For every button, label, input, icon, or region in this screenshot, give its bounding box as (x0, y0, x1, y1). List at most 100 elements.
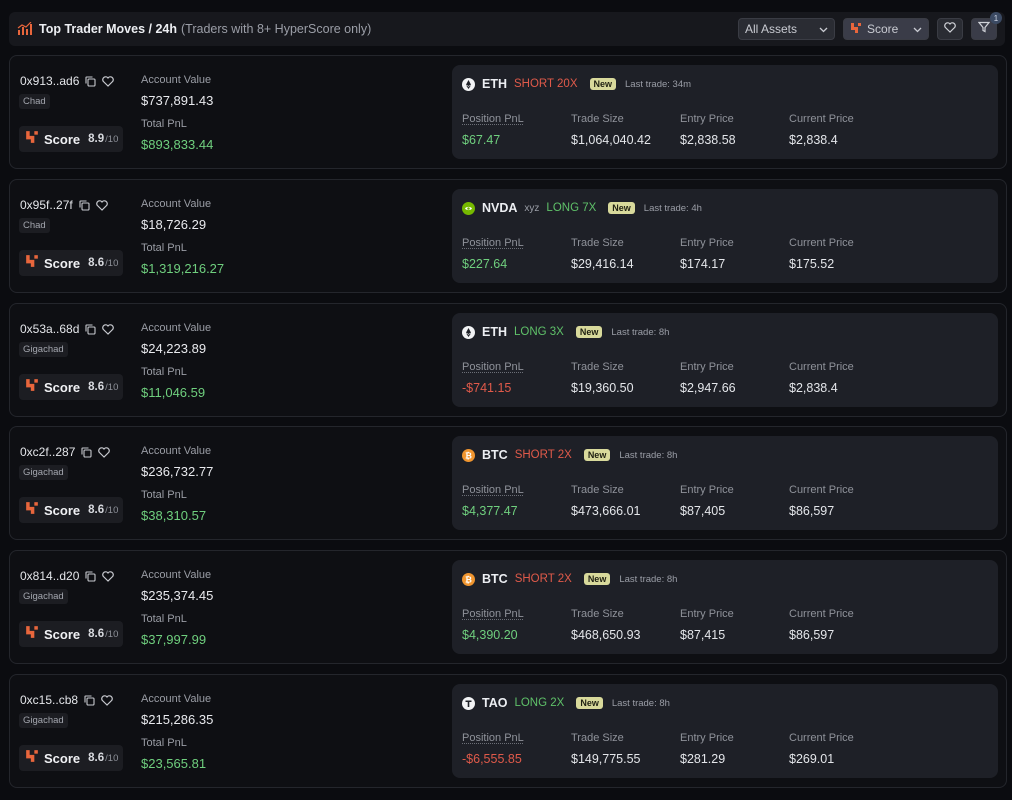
position-pnl-value: -$741.15 (462, 381, 512, 395)
entry-price-label: Entry Price (680, 484, 734, 496)
current-price-label: Current Price (789, 732, 854, 744)
copy-icon[interactable] (81, 446, 92, 458)
trader-address[interactable]: 0x95f..27f (20, 198, 73, 212)
current-price-value: $269.01 (789, 752, 835, 766)
position-pnl-col: Position PnL -$741.15 (462, 361, 524, 395)
trader-row[interactable]: 0x53a..68d Gigachad Score 8.6 /10 Accoun… (9, 303, 1007, 417)
position-pnl-label[interactable]: Position PnL (462, 237, 524, 249)
entry-price-col: Entry Price $2,947.66 (680, 361, 736, 395)
position-pnl-col: Position PnL $227.64 (462, 237, 524, 271)
total-pnl: $893,833.44 (141, 137, 214, 152)
position-pnl-value: $4,377.47 (462, 504, 518, 518)
copy-icon[interactable] (84, 694, 95, 706)
total-pnl-label: Total PnL (141, 118, 187, 130)
hyperscore-logo-icon (25, 625, 39, 644)
trader-tier-badge: Gigachad (19, 342, 68, 357)
heart-icon[interactable] (95, 199, 108, 211)
trade-card[interactable]: TAO LONG 2X New Last trade: 8h Position … (452, 684, 998, 778)
heart-icon[interactable] (102, 75, 115, 87)
trade-size-col: Trade Size $19,360.50 (571, 361, 634, 395)
position-pnl-label[interactable]: Position PnL (462, 113, 524, 125)
position-pnl-label[interactable]: Position PnL (462, 484, 524, 496)
trader-address-group: 0x53a..68d (20, 322, 115, 336)
copy-icon[interactable] (85, 323, 96, 335)
entry-price-label: Entry Price (680, 608, 734, 620)
heart-icon[interactable] (98, 446, 111, 458)
entry-price-label: Entry Price (680, 113, 734, 125)
entry-price-col: Entry Price $87,415 (680, 608, 734, 642)
entry-price-col: Entry Price $174.17 (680, 237, 734, 271)
trader-row[interactable]: 0xc15..cb8 Gigachad Score 8.6 /10 Accoun… (9, 674, 1007, 788)
total-pnl: $11,046.59 (141, 385, 206, 400)
account-value: $18,726.29 (141, 217, 207, 232)
assets-select[interactable]: All Assets (738, 18, 835, 40)
trade-size-label: Trade Size (571, 113, 624, 125)
trade-card[interactable]: ETH LONG 3X New Last trade: 8h Position … (452, 313, 998, 407)
trader-address-group: 0x95f..27f (20, 198, 108, 212)
new-badge: New (589, 78, 617, 90)
hyperscore-logo-icon (25, 501, 39, 520)
heart-icon[interactable] (101, 694, 113, 706)
position-pnl-label[interactable]: Position PnL (462, 608, 524, 620)
tao-icon (462, 696, 475, 710)
position-pnl-label[interactable]: Position PnL (462, 361, 524, 373)
eth-icon (462, 77, 475, 91)
copy-icon[interactable] (85, 75, 96, 87)
position-side: LONG 7X (546, 202, 597, 214)
trader-address-group: 0x913..ad6 (20, 74, 115, 88)
trader-address[interactable]: 0xc2f..287 (20, 445, 76, 459)
trade-card[interactable]: ₿ BTC SHORT 2X New Last trade: 8h Positi… (452, 436, 998, 530)
trader-address[interactable]: 0x913..ad6 (20, 74, 80, 88)
heart-icon[interactable] (102, 323, 115, 335)
trader-row[interactable]: 0x913..ad6 Chad Score 8.9 /10 Account Va… (9, 55, 1007, 169)
trader-address-group: 0x814..d20 (20, 569, 115, 583)
last-trade-time: Last trade: 4h (643, 202, 702, 214)
trade-card[interactable]: NVDA xyz LONG 7X New Last trade: 4h Posi… (452, 189, 998, 283)
trader-address[interactable]: 0x53a..68d (20, 322, 80, 336)
trader-address[interactable]: 0x814..d20 (20, 569, 80, 583)
trade-size-label: Trade Size (571, 484, 624, 496)
entry-price-value: $87,405 (680, 504, 726, 518)
favorites-button[interactable] (937, 18, 963, 40)
score-sort-select[interactable]: Score (843, 18, 929, 40)
trade-size-value: $468,650.93 (571, 628, 641, 642)
trader-row[interactable]: 0xc2f..287 Gigachad Score 8.6 /10 Accoun… (9, 426, 1007, 540)
entry-price-col: Entry Price $281.29 (680, 732, 734, 766)
copy-icon[interactable] (85, 570, 96, 582)
trade-card[interactable]: ETH SHORT 20X New Last trade: 34m Positi… (452, 65, 998, 159)
position-pnl-value: $227.64 (462, 257, 508, 271)
account-value-label: Account Value (141, 445, 212, 457)
trader-tier-badge: Chad (19, 94, 50, 109)
score-value: 8.6 (88, 628, 105, 640)
current-price-col: Current Price $269.01 (789, 732, 854, 766)
trader-row[interactable]: 0x95f..27f Chad Score 8.6 /10 Account Va… (9, 179, 1007, 293)
score-label: Score (44, 502, 81, 518)
btc-icon: ₿ (462, 572, 475, 586)
entry-price-label: Entry Price (680, 237, 734, 249)
trade-size-label: Trade Size (571, 608, 624, 620)
trade-card[interactable]: ₿ BTC SHORT 2X New Last trade: 8h Positi… (452, 560, 998, 654)
account-value-label: Account Value (141, 74, 212, 86)
last-trade-time: Last trade: 8h (611, 326, 670, 338)
score-label: Score (44, 131, 81, 147)
heart-icon[interactable] (102, 570, 115, 582)
trader-address[interactable]: 0xc15..cb8 (20, 693, 79, 707)
position-pnl-col: Position PnL $67.47 (462, 113, 524, 147)
entry-price-value: $87,415 (680, 628, 726, 642)
hyperscore-logo-icon (25, 749, 39, 768)
trade-size-value: $29,416.14 (571, 257, 634, 271)
trader-row[interactable]: 0x814..d20 Gigachad Score 8.6 /10 Accoun… (9, 550, 1007, 664)
position-side: LONG 3X (514, 326, 564, 338)
current-price-label: Current Price (789, 113, 854, 125)
page-title: Top Trader Moves / 24h (39, 22, 178, 36)
filter-button[interactable]: 1 (971, 12, 1002, 40)
asset-sub: xyz (524, 202, 540, 214)
score-denominator: /10 (105, 133, 119, 145)
copy-icon[interactable] (79, 199, 90, 211)
position-pnl-value: $67.47 (462, 133, 501, 147)
trader-tier-badge: Gigachad (19, 589, 68, 604)
trader-address-group: 0xc2f..287 (20, 445, 111, 459)
hyperscore-box: Score 8.6 /10 (19, 374, 123, 400)
position-pnl-label[interactable]: Position PnL (462, 732, 524, 744)
entry-price-value: $2,838.58 (680, 133, 736, 147)
